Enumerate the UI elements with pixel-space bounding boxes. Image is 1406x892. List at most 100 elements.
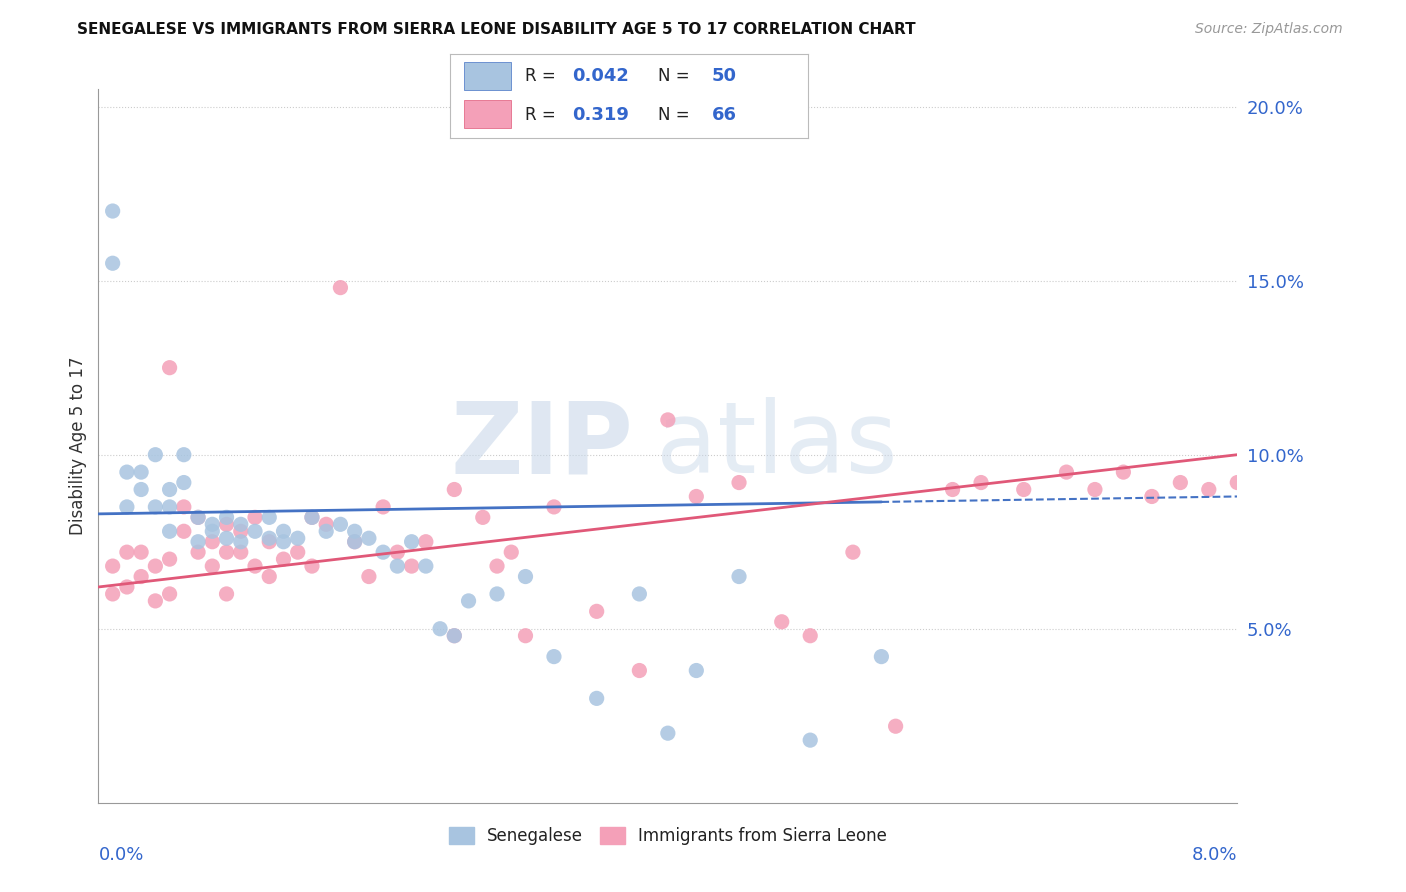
Point [187,510,209,524]
Point [1226,475,1249,490]
Point [585,604,607,618]
Point [273,552,295,566]
Legend: Senegalese, Immigrants from Sierra Leone: Senegalese, Immigrants from Sierra Leone [441,820,894,852]
Point [1012,483,1035,497]
Point [115,465,138,479]
Point [657,726,679,740]
Point [273,534,295,549]
Point [159,500,181,514]
Point [429,622,451,636]
Y-axis label: Disability Age 5 to 17: Disability Age 5 to 17 [69,357,87,535]
Point [343,534,366,549]
Point [159,360,181,375]
Point [159,524,181,539]
Point [685,490,707,504]
Point [215,517,238,532]
Point [799,733,821,747]
Point [1254,483,1277,497]
Point [685,664,707,678]
Point [357,531,380,545]
Point [315,517,337,532]
Point [159,483,181,497]
Point [229,517,252,532]
Point [101,559,124,574]
Point [287,531,309,545]
Point [173,500,195,514]
Point [259,569,281,583]
Point [457,594,479,608]
Text: 0.319: 0.319 [572,105,628,123]
Text: Source: ZipAtlas.com: Source: ZipAtlas.com [1195,22,1343,37]
Point [173,475,195,490]
Point [243,510,266,524]
Point [229,534,252,549]
Point [101,587,124,601]
Point [145,500,167,514]
Point [1084,483,1107,497]
Point [415,559,437,574]
Point [585,691,607,706]
Point [159,552,181,566]
Point [215,545,238,559]
Point [215,510,238,524]
Point [259,531,281,545]
Point [1298,465,1320,479]
Point [101,204,124,219]
Point [129,465,152,479]
Point [515,629,537,643]
Point [145,448,167,462]
Point [259,534,281,549]
Point [329,517,352,532]
Point [301,510,323,524]
Text: 50: 50 [711,67,737,85]
Point [942,483,965,497]
Point [187,545,209,559]
Point [770,615,793,629]
Point [215,531,238,545]
Point [287,545,309,559]
Point [159,587,181,601]
Point [415,534,437,549]
Point [329,280,352,294]
Point [501,545,523,559]
Point [145,594,167,608]
Point [371,545,394,559]
Point [543,500,565,514]
Text: 66: 66 [711,105,737,123]
Point [201,524,224,539]
Text: R =: R = [526,105,561,123]
Point [443,483,465,497]
Point [201,534,224,549]
Point [101,256,124,270]
Point [301,510,323,524]
Point [229,524,252,539]
FancyBboxPatch shape [464,100,510,128]
Point [129,483,152,497]
Text: 0.042: 0.042 [572,67,628,85]
Point [1112,465,1135,479]
Point [357,569,380,583]
Point [799,629,821,643]
Point [129,545,152,559]
Point [443,629,465,643]
Point [387,545,409,559]
Point [486,587,509,601]
Point [371,500,394,514]
Point [343,534,366,549]
Point [243,524,266,539]
Point [1170,475,1192,490]
Point [728,475,751,490]
Point [343,524,366,539]
Text: 8.0%: 8.0% [1192,846,1237,863]
Point [543,649,565,664]
Point [173,448,195,462]
Point [515,569,537,583]
Point [115,500,138,514]
Point [657,413,679,427]
Point [201,517,224,532]
Point [301,559,323,574]
Point [115,545,138,559]
Point [1140,490,1163,504]
Text: atlas: atlas [657,398,898,494]
Point [173,524,195,539]
